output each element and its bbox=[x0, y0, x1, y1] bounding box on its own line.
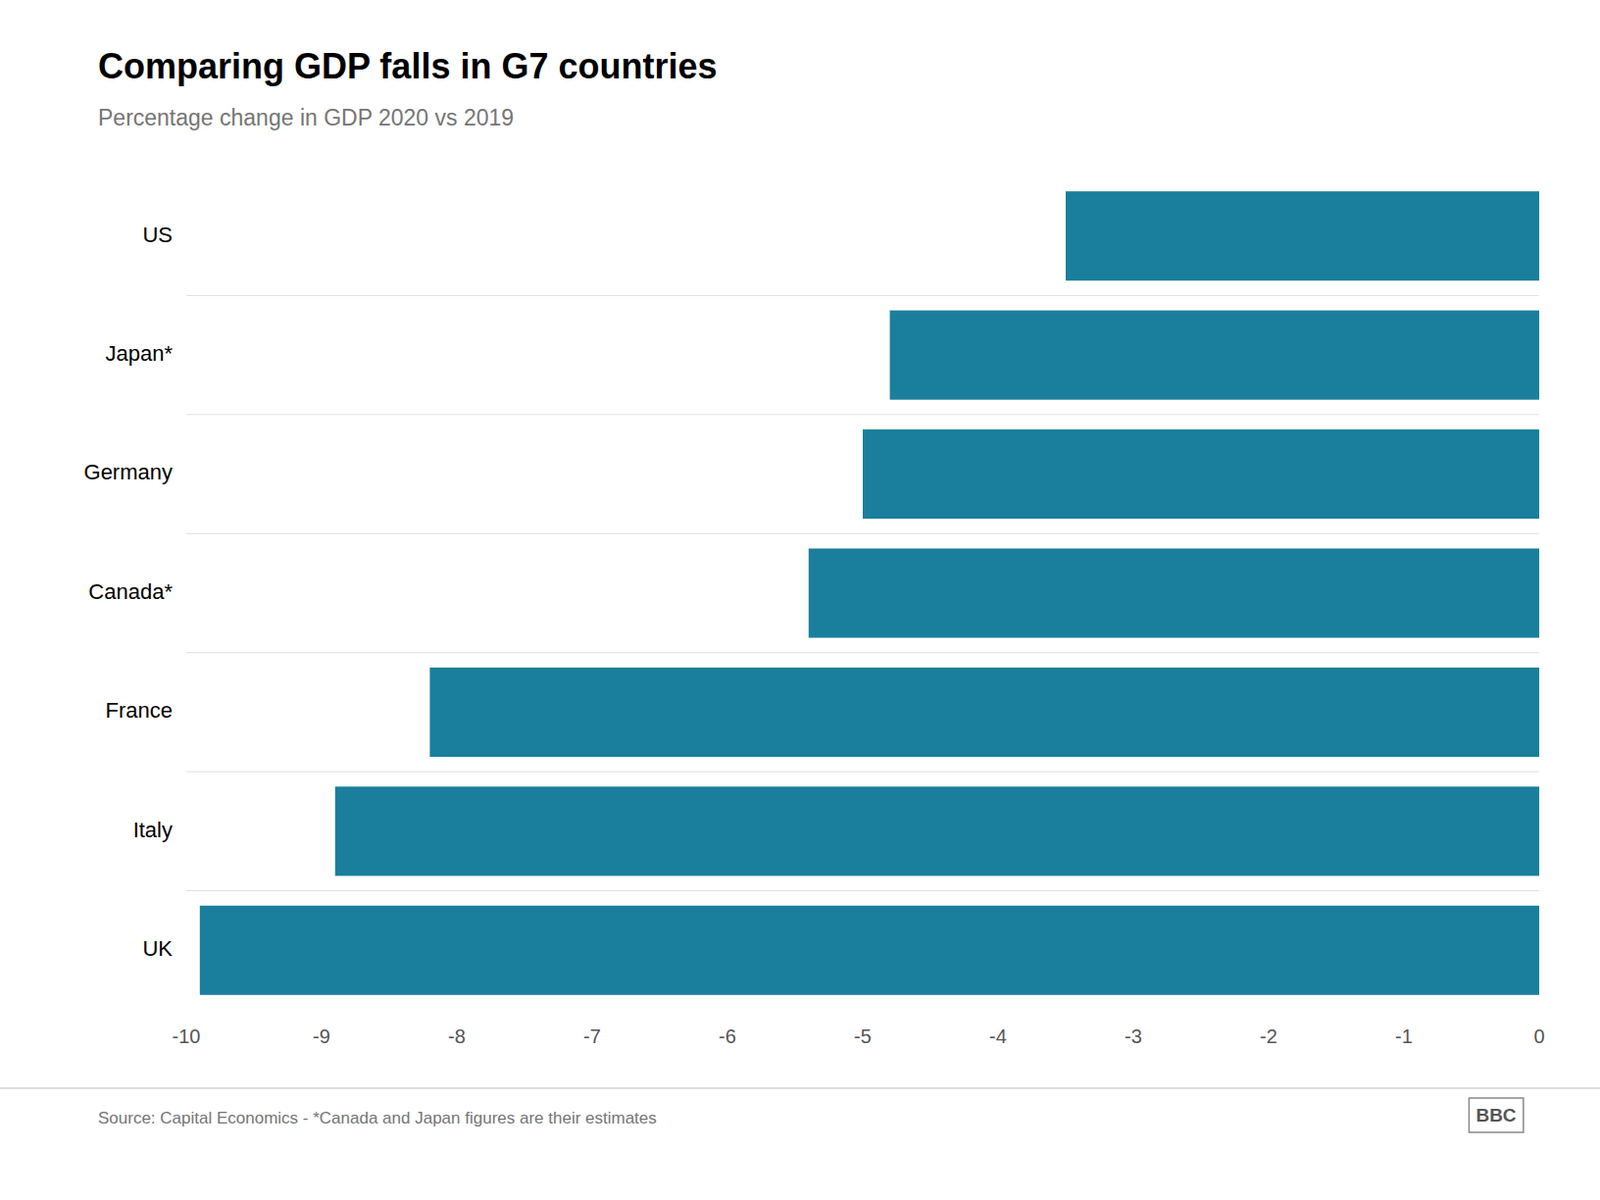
separator bbox=[186, 295, 1540, 297]
x-tick-label: 0 bbox=[1533, 1025, 1545, 1048]
bar bbox=[1065, 191, 1540, 281]
bar bbox=[890, 310, 1540, 400]
x-tick-label: -9 bbox=[312, 1025, 331, 1048]
subtitle: Percentage change in GDP 2020 vs 2019 bbox=[98, 104, 514, 131]
category-label: Germany bbox=[84, 459, 173, 485]
x-tick-label: -8 bbox=[448, 1025, 466, 1048]
category-label: Italy bbox=[133, 817, 173, 843]
x-tick-label: -1 bbox=[1395, 1025, 1413, 1048]
x-tick-label: -5 bbox=[853, 1025, 872, 1048]
brand-label: BBC bbox=[1475, 1104, 1516, 1126]
bar bbox=[200, 905, 1540, 996]
category-label: Canada* bbox=[88, 579, 173, 604]
bar bbox=[808, 548, 1540, 638]
chart-svg: Comparing GDP falls in G7 countries Perce… bbox=[0, 0, 1600, 1200]
title: Comparing GDP falls in G7 countries bbox=[98, 46, 717, 87]
category-label: UK bbox=[142, 936, 173, 961]
chart-container: Comparing GDP falls in G7 countries Perce… bbox=[0, 0, 1600, 1200]
bars bbox=[200, 191, 1540, 996]
background bbox=[0, 0, 1600, 1200]
x-tick-label: -7 bbox=[583, 1025, 601, 1048]
category-label: France bbox=[105, 698, 173, 723]
category-label: US bbox=[142, 222, 173, 248]
bar bbox=[335, 786, 1540, 876]
source-note: Source: Capital Economics - *Canada and … bbox=[98, 1108, 657, 1128]
bar bbox=[862, 429, 1540, 519]
category-label: Japan* bbox=[104, 341, 173, 366]
x-tick-label: -3 bbox=[1124, 1025, 1143, 1048]
bar bbox=[429, 667, 1540, 757]
footer-rule bbox=[0, 1088, 1600, 1090]
x-tick-label: -4 bbox=[989, 1025, 1007, 1048]
separator bbox=[186, 413, 1540, 415]
separator bbox=[186, 651, 1540, 653]
separator bbox=[186, 890, 1540, 892]
x-tick-label: -10 bbox=[172, 1025, 201, 1048]
separator bbox=[186, 533, 1540, 535]
separator bbox=[186, 771, 1540, 773]
x-tick-label: -6 bbox=[718, 1025, 737, 1048]
x-tick-label: -2 bbox=[1259, 1025, 1278, 1048]
brand-box bbox=[1468, 1098, 1523, 1133]
